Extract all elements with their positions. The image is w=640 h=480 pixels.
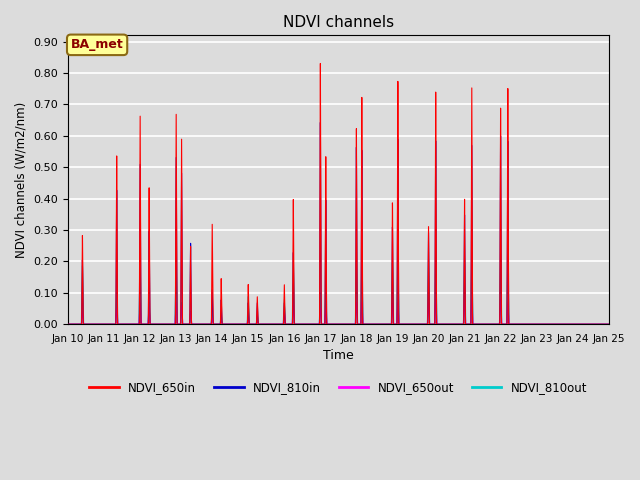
Text: BA_met: BA_met [71,38,124,51]
Title: NDVI channels: NDVI channels [283,15,394,30]
Y-axis label: NDVI channels (W/m2/nm): NDVI channels (W/m2/nm) [15,102,28,258]
X-axis label: Time: Time [323,349,354,362]
Legend: NDVI_650in, NDVI_810in, NDVI_650out, NDVI_810out: NDVI_650in, NDVI_810in, NDVI_650out, NDV… [84,377,592,399]
